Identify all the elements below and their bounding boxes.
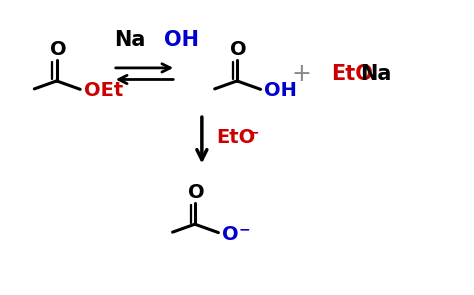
Text: EtO: EtO [331,64,373,84]
Text: −: − [238,222,250,236]
Text: OH: OH [264,81,297,100]
Text: O: O [188,183,205,202]
Text: −: − [248,125,259,140]
Text: O: O [222,224,239,244]
Text: EtO: EtO [216,128,255,147]
Text: Na: Na [360,64,391,84]
Text: O: O [230,40,247,59]
Text: O: O [50,40,66,59]
Text: OEt: OEt [84,81,123,100]
Text: +: + [292,62,311,86]
Text: OH: OH [164,30,200,50]
Text: Na: Na [114,30,146,50]
